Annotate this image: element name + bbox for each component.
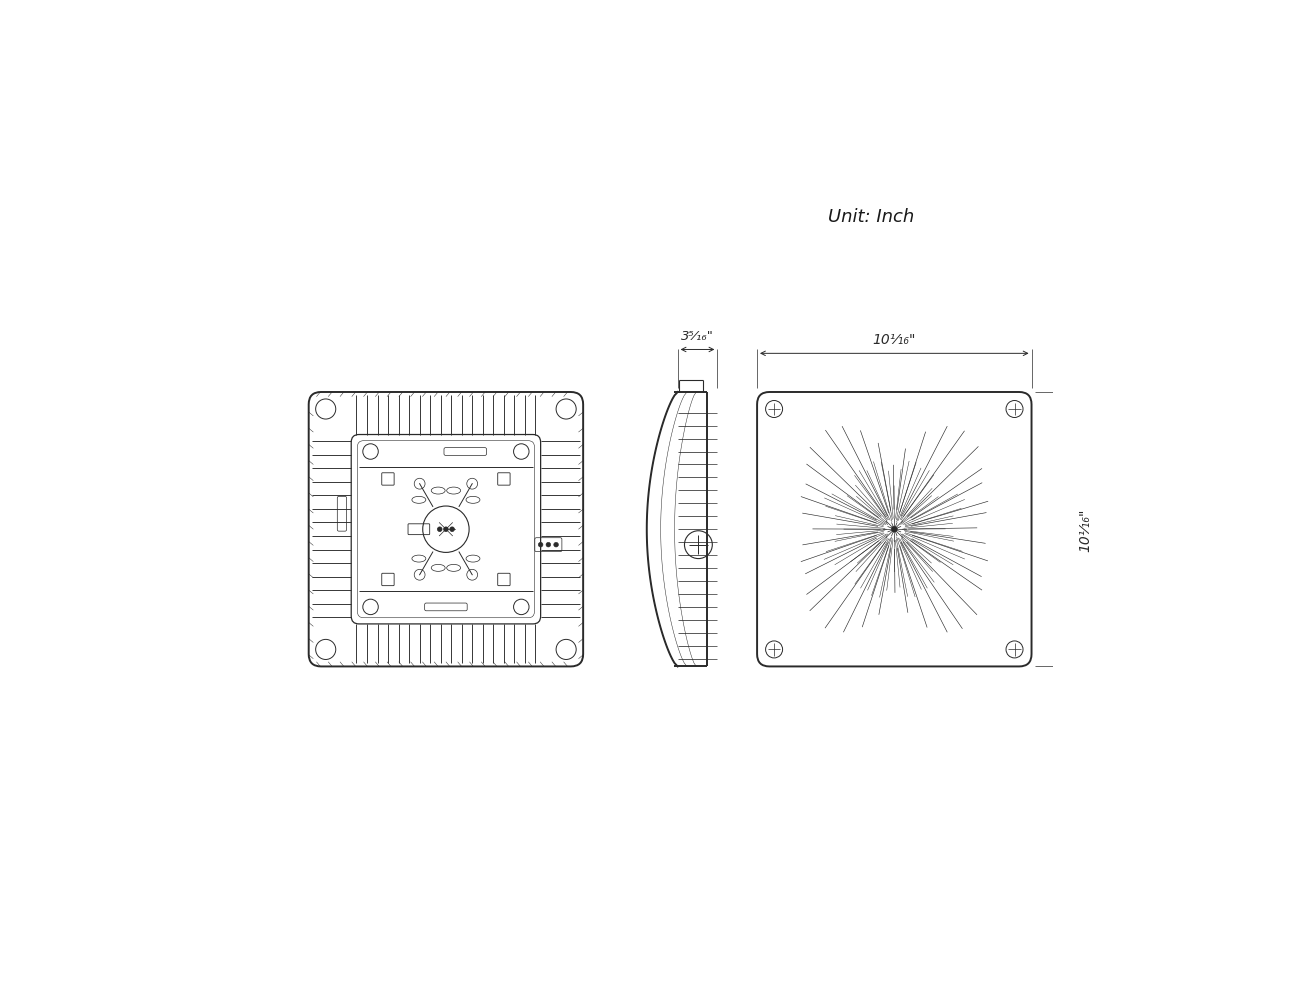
Circle shape bbox=[437, 528, 442, 532]
Text: 10¹⁄₁₆": 10¹⁄₁₆" bbox=[1078, 508, 1092, 552]
Circle shape bbox=[554, 543, 559, 548]
Text: Unit: Inch: Unit: Inch bbox=[828, 208, 914, 226]
Text: 10¹⁄₁₆": 10¹⁄₁₆" bbox=[872, 332, 916, 346]
Circle shape bbox=[538, 543, 543, 548]
Text: 3⁵⁄₁₆": 3⁵⁄₁₆" bbox=[681, 329, 714, 342]
Circle shape bbox=[450, 528, 455, 532]
Circle shape bbox=[546, 543, 551, 548]
Circle shape bbox=[443, 528, 448, 532]
Circle shape bbox=[892, 527, 897, 533]
